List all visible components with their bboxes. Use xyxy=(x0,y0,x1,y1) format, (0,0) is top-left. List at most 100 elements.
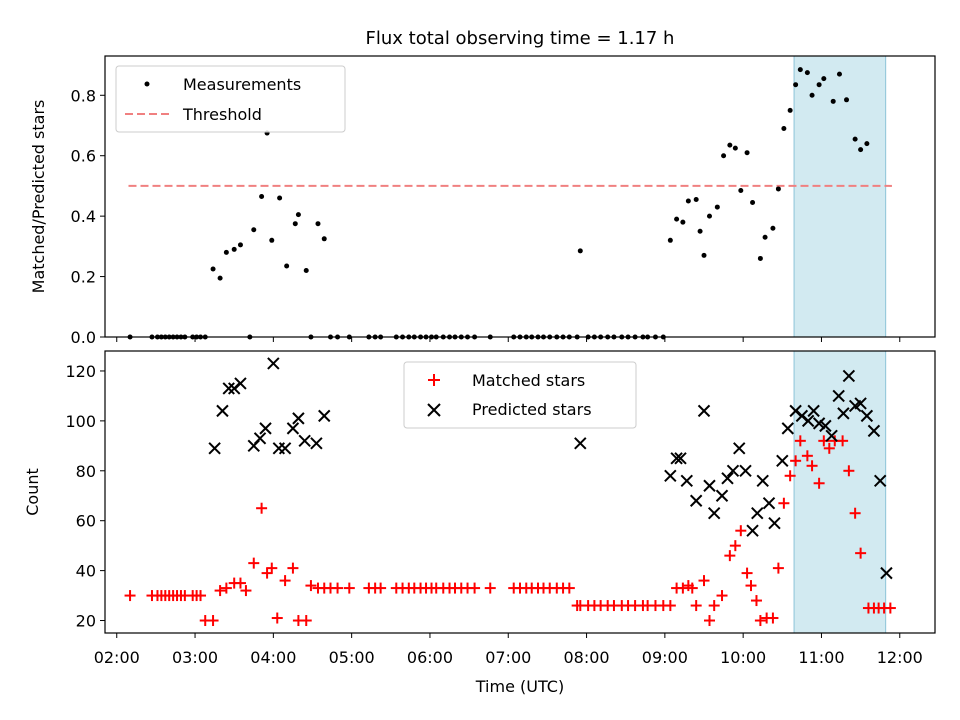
data-point xyxy=(680,219,686,225)
data-point xyxy=(873,474,887,487)
data-point-b xyxy=(739,464,752,477)
legend-measurements-marker xyxy=(144,81,150,87)
data-point xyxy=(716,590,728,602)
data-point-b xyxy=(756,474,769,487)
y-tick-label: 0.0 xyxy=(71,328,96,347)
data-point-b xyxy=(807,404,820,418)
data-point xyxy=(216,404,229,418)
data-point xyxy=(784,470,796,482)
data-point xyxy=(686,582,698,594)
data-point-b xyxy=(733,442,746,455)
data-point xyxy=(745,580,757,592)
data-point-b xyxy=(726,464,740,477)
data-point xyxy=(680,474,693,487)
data-point xyxy=(852,136,858,142)
data-point xyxy=(223,249,229,255)
x-tick-label: 12:00 xyxy=(877,648,923,667)
data-point-b xyxy=(707,507,721,520)
data-point xyxy=(698,575,710,587)
x-tick-label: 11:00 xyxy=(798,648,844,667)
top-panel: 0.0 0.2 0.4 0.6 0.8 Matched/Predicted stars xyxy=(29,55,936,347)
legend-matched-label: Matched stars xyxy=(472,371,585,390)
bottom-legend-frame xyxy=(403,361,637,429)
y-tick-label: 0.4 xyxy=(71,207,96,226)
data-point xyxy=(794,435,806,447)
data-point xyxy=(287,562,299,574)
data-point-b xyxy=(697,404,711,418)
data-point xyxy=(286,422,300,435)
data-point xyxy=(825,429,838,443)
data-point-b xyxy=(298,434,311,448)
data-point xyxy=(801,414,815,428)
y-tick-label: 20 xyxy=(76,612,96,631)
data-point xyxy=(715,489,729,502)
data-point xyxy=(813,477,825,489)
data-point xyxy=(781,126,787,132)
y-tick-label: 120 xyxy=(65,362,96,381)
data-point xyxy=(253,432,267,445)
data-point xyxy=(701,252,707,258)
data-point xyxy=(801,450,813,462)
data-point-b xyxy=(259,422,272,435)
data-point-b xyxy=(873,474,887,487)
y-tick-label: 100 xyxy=(65,412,96,431)
data-point xyxy=(806,460,818,472)
data-point xyxy=(195,590,207,602)
data-point-b xyxy=(574,437,587,450)
data-point xyxy=(741,567,753,579)
data-point xyxy=(305,580,317,592)
x-tick-label: 10:00 xyxy=(720,648,766,667)
y-axis-label: Count xyxy=(23,468,42,516)
y-tick-label: 40 xyxy=(76,562,96,581)
data-point xyxy=(210,266,216,272)
data-point-b xyxy=(292,412,305,425)
data-point xyxy=(267,357,280,370)
data-point-b xyxy=(795,409,809,423)
data-point xyxy=(735,525,747,537)
data-point xyxy=(231,246,237,252)
data-point xyxy=(124,590,136,602)
y-tick-label: 0.6 xyxy=(71,147,96,166)
data-point xyxy=(787,107,793,113)
data-point xyxy=(757,255,763,261)
x-tick-label: 04:00 xyxy=(250,648,296,667)
data-point-b xyxy=(310,437,323,450)
data-point-b xyxy=(208,442,221,455)
data-point-b xyxy=(867,424,881,438)
data-point-b xyxy=(216,404,229,418)
data-point xyxy=(751,507,764,520)
data-point xyxy=(721,153,727,159)
data-point-b xyxy=(762,497,776,510)
data-point-b xyxy=(222,382,235,395)
data-point xyxy=(315,221,321,227)
data-point xyxy=(733,442,746,455)
data-point xyxy=(703,479,716,492)
x-tick-label: 02:00 xyxy=(94,648,140,667)
data-point xyxy=(677,582,689,594)
data-point xyxy=(277,195,283,201)
y-tick-label: 80 xyxy=(76,462,96,481)
data-point xyxy=(842,369,856,383)
data-point xyxy=(375,582,387,594)
data-point-b xyxy=(715,489,729,502)
data-point xyxy=(884,602,896,614)
data-point-b xyxy=(680,474,693,487)
data-point xyxy=(248,557,260,569)
data-point xyxy=(714,204,720,210)
highlight-span xyxy=(793,55,887,338)
data-point-b xyxy=(781,422,794,435)
data-point xyxy=(292,412,305,425)
data-point xyxy=(266,562,278,574)
data-point xyxy=(775,186,781,192)
data-point-b xyxy=(812,417,826,430)
data-point xyxy=(832,389,845,403)
data-point xyxy=(284,263,290,269)
data-point xyxy=(237,242,243,248)
data-point xyxy=(664,600,676,612)
data-point xyxy=(234,377,247,390)
x-tick-label: 08:00 xyxy=(564,648,610,667)
x-axis-label: Time (UTC) xyxy=(475,677,564,696)
data-point xyxy=(768,516,781,530)
data-point xyxy=(697,228,703,234)
legend-threshold-label: Threshold xyxy=(182,105,262,124)
